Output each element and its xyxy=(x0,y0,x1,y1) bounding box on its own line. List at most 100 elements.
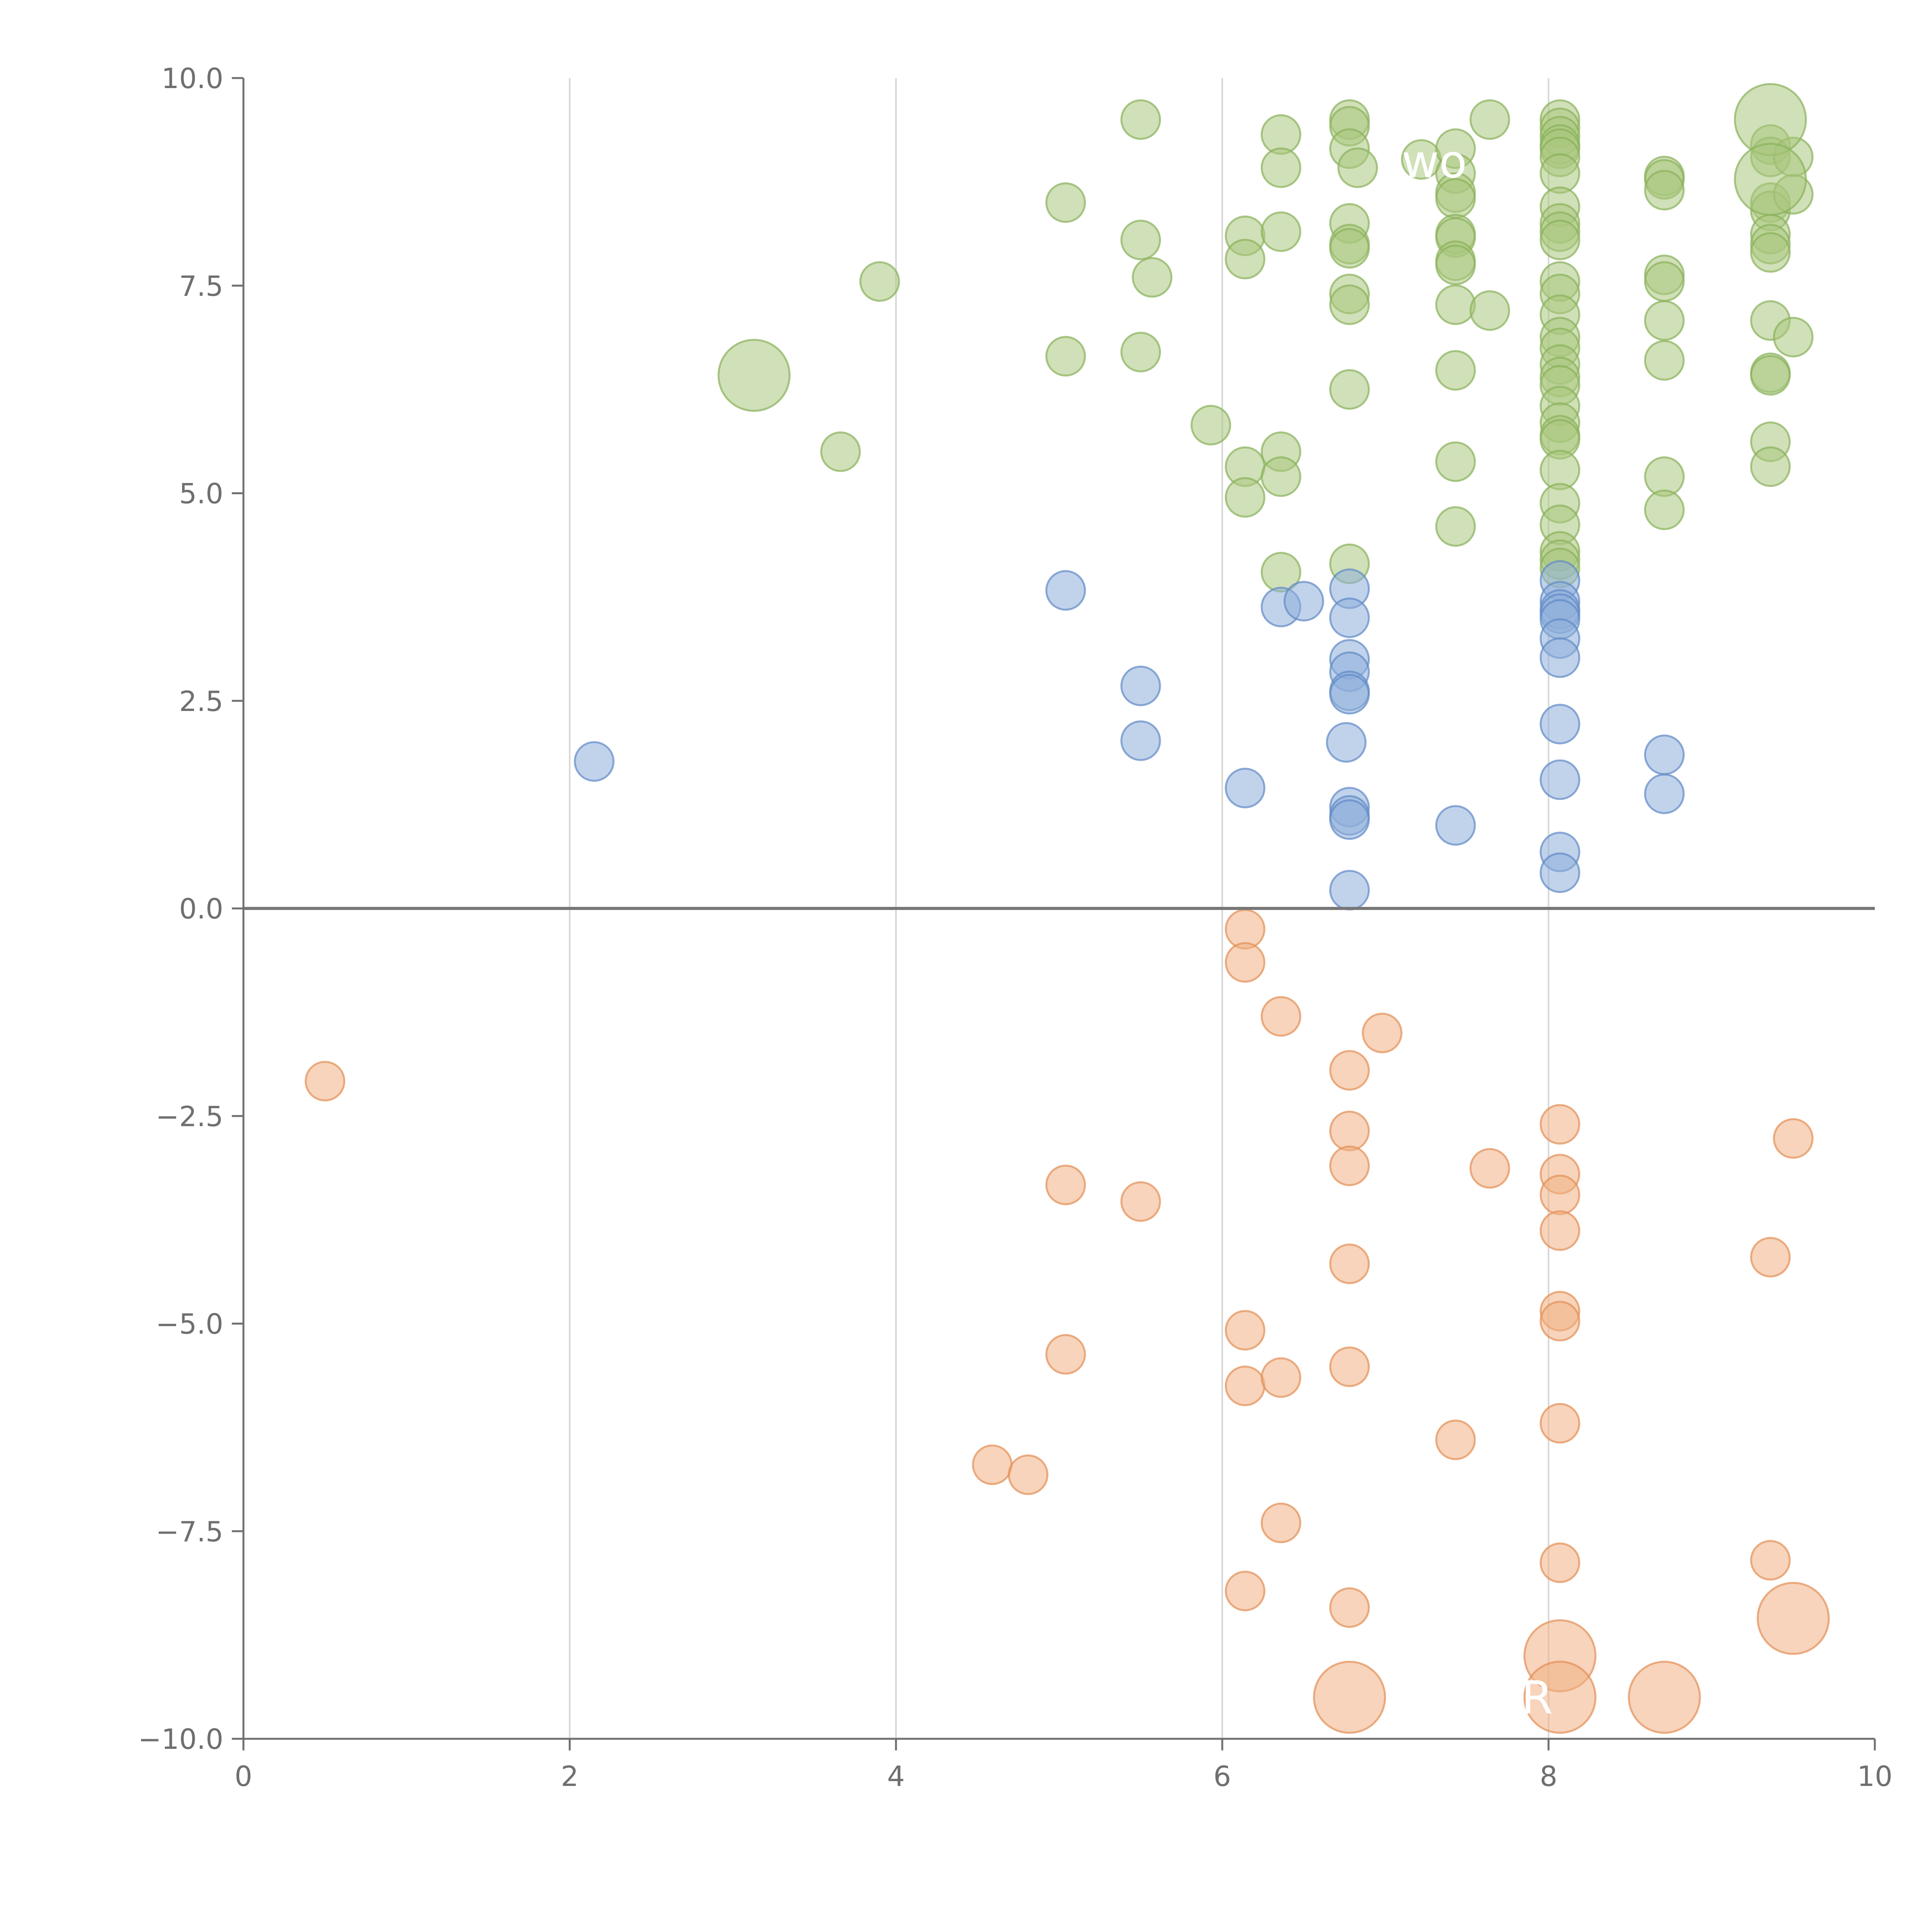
green-bubble xyxy=(1435,441,1476,482)
green-bubble xyxy=(1469,99,1510,140)
green-bubble xyxy=(1225,238,1265,279)
green-bubble xyxy=(1260,147,1301,188)
orange-bubble xyxy=(1329,1346,1370,1387)
blue-bubble xyxy=(1539,759,1580,800)
green-bubble xyxy=(859,261,900,302)
orange-bubble xyxy=(1329,1243,1370,1284)
green-bubble xyxy=(1435,284,1476,325)
orange-bubble xyxy=(1773,1118,1814,1159)
green-bubble xyxy=(1750,232,1791,273)
y-tick-label: 7.5 xyxy=(179,270,223,302)
orange-large-bubble xyxy=(1628,1661,1701,1734)
green-bubble xyxy=(1435,506,1476,547)
orange-bubble xyxy=(1260,996,1301,1037)
bubble-annotation: R xyxy=(1521,1671,1553,1725)
orange-large-bubble xyxy=(1757,1582,1830,1655)
orange-bubble xyxy=(1120,1181,1161,1222)
orange-bubble xyxy=(972,1444,1013,1485)
y-tick-label: −10.0 xyxy=(138,1723,223,1755)
orange-bubble xyxy=(1539,1542,1580,1583)
orange-bubble xyxy=(1539,1403,1580,1444)
blue-bubble xyxy=(1045,570,1086,611)
blue-bubble xyxy=(574,741,615,782)
y-tick-label: 2.5 xyxy=(179,685,223,718)
blue-bubble xyxy=(1283,581,1324,622)
y-tick-label: 0.0 xyxy=(179,893,223,925)
green-bubble xyxy=(1644,300,1685,341)
blue-bubble xyxy=(1329,870,1370,911)
orange-bubble xyxy=(1045,1165,1086,1206)
green-bubble xyxy=(1132,257,1173,298)
green-bubble xyxy=(1644,170,1685,211)
blue-bubble xyxy=(1539,852,1580,893)
orange-bubble xyxy=(1329,1050,1370,1091)
orange-bubble xyxy=(1260,1357,1301,1398)
green-bubble xyxy=(1435,245,1476,286)
y-tick-label: 10.0 xyxy=(162,62,223,95)
green-bubble xyxy=(1435,350,1476,391)
orange-bubble xyxy=(1469,1148,1510,1189)
green-bubble xyxy=(1329,228,1370,269)
blue-bubble xyxy=(1120,665,1161,706)
y-tick-label: −5.0 xyxy=(156,1308,223,1340)
green-bubble xyxy=(1045,182,1086,223)
blue-bubble xyxy=(1326,722,1367,763)
orange-bubble xyxy=(1329,1145,1370,1186)
blue-bubble xyxy=(1329,597,1370,638)
x-tick-label: 0 xyxy=(235,1760,252,1793)
orange-bubble xyxy=(1225,1310,1265,1351)
orange-bubble xyxy=(1539,1210,1580,1251)
green-bubble xyxy=(1190,405,1231,446)
blue-bubble xyxy=(1539,704,1580,745)
orange-bubble xyxy=(1225,1366,1265,1406)
orange-bubble xyxy=(1539,1104,1580,1145)
green-bubble xyxy=(1120,332,1161,372)
blue-bubble xyxy=(1644,773,1685,814)
annotations: wo R xyxy=(1402,135,1553,1725)
x-tick-label: 4 xyxy=(887,1760,905,1793)
bubble-layer xyxy=(304,83,1830,1734)
green-bubble xyxy=(1225,477,1265,518)
blue-bubble xyxy=(1225,767,1265,808)
y-tick-label: −7.5 xyxy=(156,1515,223,1548)
orange-bubble xyxy=(1225,942,1265,983)
green-bubble xyxy=(1750,355,1791,396)
orange-bubble xyxy=(1750,1540,1791,1581)
axes: 10.0 7.5 5.0 2.5 0.0 −2.5 −5.0 −7.5 −10.0 0 2 4 6 8 10 xyxy=(138,62,1892,1793)
blue-bubble xyxy=(1539,637,1580,678)
green-bubble xyxy=(1539,219,1580,260)
orange-bubble xyxy=(304,1061,345,1102)
green-bubble xyxy=(1045,336,1086,377)
green-large-bubble xyxy=(1734,143,1807,216)
orange-bubble xyxy=(1539,1174,1580,1215)
y-tick-label: 5.0 xyxy=(179,478,223,510)
x-tick-label: 8 xyxy=(1540,1760,1558,1793)
green-bubble xyxy=(1644,489,1685,530)
orange-bubble xyxy=(1225,1570,1265,1611)
green-bubble xyxy=(1260,211,1301,252)
blue-bubble xyxy=(1644,734,1685,775)
orange-bubble xyxy=(1329,1587,1370,1628)
orange-large-bubble xyxy=(1313,1661,1386,1734)
green-bubble xyxy=(1329,284,1370,325)
x-tick-label: 2 xyxy=(561,1760,578,1793)
green-bubble xyxy=(1120,99,1161,140)
orange-bubble xyxy=(1260,1502,1301,1543)
green-bubble xyxy=(1773,316,1814,357)
orange-bubble xyxy=(1435,1419,1476,1460)
green-bubble xyxy=(1337,147,1378,188)
y-tick-label: −2.5 xyxy=(156,1100,223,1133)
orange-bubble xyxy=(1539,1301,1580,1342)
orange-bubble xyxy=(1045,1334,1086,1375)
blue-bubble xyxy=(1435,805,1476,846)
blue-bubble xyxy=(1120,720,1161,761)
green-bubble xyxy=(1260,456,1301,497)
orange-bubble xyxy=(1750,1237,1791,1278)
green-large-bubble xyxy=(717,338,791,412)
green-bubble xyxy=(1644,340,1685,381)
green-bubble xyxy=(1329,369,1370,410)
orange-large-bubble xyxy=(1523,1661,1597,1734)
bubble-annotation: wo xyxy=(1402,135,1467,188)
green-bubble xyxy=(1469,290,1510,331)
